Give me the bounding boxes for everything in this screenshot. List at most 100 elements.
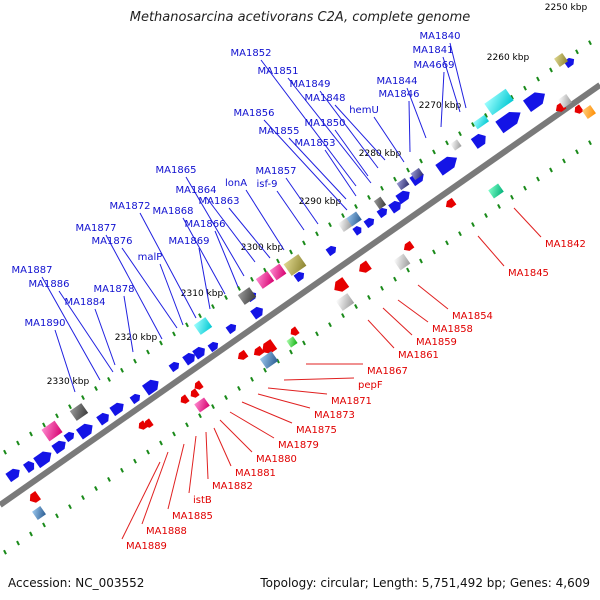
tick-dot-upper [458, 131, 462, 137]
tick-dot-upper [16, 440, 20, 446]
leader-line-forward [263, 119, 348, 211]
gene-arrow-forward [51, 440, 66, 455]
tick-dot-lower [367, 294, 371, 300]
tick-dot-lower [224, 395, 228, 400]
gene-label-reverse: MA1879 [278, 440, 319, 451]
feature-box [283, 254, 307, 276]
gene-label-reverse: pepF [358, 380, 383, 391]
tick-dot-upper [471, 122, 475, 128]
gene-label-reverse: MA1880 [256, 454, 297, 465]
tick-dot-lower [107, 476, 111, 482]
tick-dot-lower [458, 231, 462, 237]
tick-dots-layer [3, 40, 592, 555]
tick-dot-lower [497, 203, 501, 209]
tick-dot-upper [211, 304, 215, 310]
tick-dot-lower [510, 194, 514, 200]
feature-box [32, 506, 46, 520]
leader-line-reverse [397, 299, 429, 323]
kbp-label: 2330 kbp [47, 377, 90, 387]
gene-label-reverse: istB [193, 495, 212, 506]
tick-dot-lower [341, 313, 345, 319]
feature-box [194, 397, 210, 413]
leader-line-reverse [382, 307, 413, 336]
gene-labels: MA1840 MA1841 MA4669 MA1844 MA1846hemUMA1848… [12, 31, 586, 552]
gene-label-forward: MA1872 [110, 201, 151, 212]
leader-line-reverse [513, 207, 542, 238]
gene-arrow-reverse [253, 345, 265, 356]
tick-dot-lower [120, 467, 124, 473]
leader-line-forward [54, 329, 76, 393]
leader-line-forward [198, 247, 211, 310]
tick-dot-upper [536, 76, 540, 82]
gene-arrow-reverse [555, 101, 567, 112]
tick-dot-upper [120, 367, 124, 373]
gene-label-forward: MA1853 [295, 138, 336, 149]
gene-label-forward: MA1864 [176, 185, 217, 196]
tick-dot-upper [276, 258, 280, 264]
gene-label-forward: MA1877 [76, 223, 117, 234]
tick-dot-upper [172, 331, 176, 337]
tick-dot-upper [42, 422, 46, 428]
gene-label-reverse: MA1861 [398, 350, 439, 361]
leader-line-forward [276, 190, 305, 231]
gene-label-forward: MA1840 [420, 31, 461, 42]
gene-label-reverse: MA1875 [296, 425, 337, 436]
leader-line-forward [442, 56, 461, 113]
feature-box [373, 196, 387, 210]
tick-dot-lower [289, 349, 293, 355]
gene-features[interactable] [5, 53, 596, 520]
gene-label-forward: MA1876 [92, 236, 133, 247]
gene-arrow-reverse [138, 420, 148, 430]
leader-line-forward [123, 295, 134, 353]
tick-dot-upper [198, 313, 202, 319]
leader-line-forward [285, 177, 319, 225]
gene-label-forward: MA1887 [12, 265, 53, 276]
gene-arrow-reverse [290, 326, 300, 336]
gene-label-forward: MA1869 [169, 236, 210, 247]
feature-box [558, 94, 572, 108]
gene-arrow-forward [388, 200, 401, 214]
tick-dot-lower [3, 549, 7, 555]
tick-dot-upper [29, 431, 33, 437]
leader-line-forward [182, 217, 226, 295]
gene-label-reverse: MA1889 [126, 541, 167, 552]
kbp-label: 2260 kbp [487, 53, 530, 63]
gene-label-forward: MA4669 [414, 60, 455, 71]
feature-box [41, 420, 63, 442]
feature-box [554, 53, 568, 67]
tick-dot-upper [315, 231, 319, 237]
tick-dot-upper [445, 140, 449, 146]
leader-line-forward [58, 290, 114, 373]
gene-label-forward: MA1890 [25, 318, 66, 329]
leader-line-reverse [477, 235, 505, 267]
gene-label-forward: MA1851 [258, 66, 299, 77]
leader-line-forward [288, 137, 347, 200]
tick-dot-upper [328, 222, 332, 228]
tick-dot-upper [263, 267, 267, 273]
tick-dot-lower [211, 404, 215, 410]
gene-label-forward: MA1849 [290, 79, 331, 90]
tick-dot-upper [341, 213, 345, 219]
leader-line-reverse [229, 411, 275, 439]
feature-box [393, 253, 411, 271]
tick-dot-lower [471, 222, 475, 228]
gene-label-forward: MA1886 [29, 279, 70, 290]
leader-line-forward [214, 230, 239, 288]
tick-dot-upper [406, 167, 410, 173]
gene-label-reverse: MA1871 [331, 396, 372, 407]
tick-dot-lower [315, 331, 319, 337]
leader-line-reverse [219, 419, 253, 453]
leader-line-forward [260, 59, 357, 187]
tick-dot-lower [263, 367, 267, 373]
tick-dot-lower [133, 458, 137, 464]
feature-box [472, 114, 490, 130]
gene-label-reverse: MA1854 [452, 311, 493, 322]
tick-dot-upper [432, 149, 436, 155]
gene-arrow-forward [182, 352, 195, 366]
leader-line-reverse [167, 443, 185, 510]
tick-dot-lower [29, 531, 33, 537]
leader-line-forward [94, 308, 116, 366]
leader-line-forward [121, 247, 178, 329]
gene-label-forward: MA1844 [377, 76, 418, 87]
